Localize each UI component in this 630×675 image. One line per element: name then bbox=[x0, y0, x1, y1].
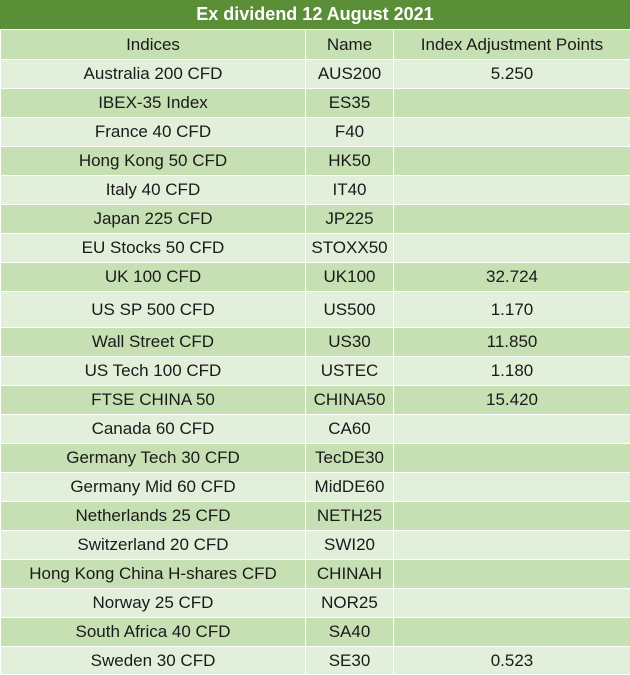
points-cell bbox=[394, 205, 630, 234]
table-row: South Africa 40 CFD SA40 bbox=[1, 618, 630, 647]
table-row: Netherlands 25 CFD NETH25 bbox=[1, 502, 630, 531]
symbol-cell: JP225 bbox=[306, 205, 394, 234]
table-row: UK 100 CFD UK100 32.724 bbox=[1, 263, 630, 292]
table-row: France 40 CFD F40 bbox=[1, 118, 630, 147]
symbol-cell: NETH25 bbox=[306, 502, 394, 531]
table-row: Italy 40 CFD IT40 bbox=[1, 176, 630, 205]
symbol-cell: US500 bbox=[306, 292, 394, 328]
points-cell: 1.170 bbox=[394, 292, 630, 328]
points-cell bbox=[394, 176, 630, 205]
index-cell: Sweden 30 CFD bbox=[1, 647, 306, 675]
points-cell: 0.523 bbox=[394, 647, 630, 675]
symbol-cell: SE30 bbox=[306, 647, 394, 675]
table-row: Switzerland 20 CFD SWI20 bbox=[1, 531, 630, 560]
index-cell: FTSE CHINA 50 bbox=[1, 386, 306, 415]
index-cell: Germany Mid 60 CFD bbox=[1, 473, 306, 502]
symbol-cell: US30 bbox=[306, 328, 394, 357]
index-cell: UK 100 CFD bbox=[1, 263, 306, 292]
table-row: IBEX-35 Index ES35 bbox=[1, 89, 630, 118]
index-cell: Japan 225 CFD bbox=[1, 205, 306, 234]
table-row: Germany Tech 30 CFD TecDE30 bbox=[1, 444, 630, 473]
index-cell: Wall Street CFD bbox=[1, 328, 306, 357]
symbol-cell: CHINAH bbox=[306, 560, 394, 589]
index-cell: Germany Tech 30 CFD bbox=[1, 444, 306, 473]
table-row: Japan 225 CFD JP225 bbox=[1, 205, 630, 234]
table-row: Sweden 30 CFD SE30 0.523 bbox=[1, 647, 630, 675]
index-cell: Norway 25 CFD bbox=[1, 589, 306, 618]
symbol-cell: HK50 bbox=[306, 147, 394, 176]
points-cell bbox=[394, 89, 630, 118]
symbol-cell: SA40 bbox=[306, 618, 394, 647]
column-header-adjustment-points: Index Adjustment Points bbox=[394, 30, 630, 60]
points-cell bbox=[394, 502, 630, 531]
points-cell bbox=[394, 473, 630, 502]
symbol-cell: SWI20 bbox=[306, 531, 394, 560]
points-cell bbox=[394, 589, 630, 618]
points-cell bbox=[394, 415, 630, 444]
points-cell bbox=[394, 147, 630, 176]
symbol-cell: STOXX50 bbox=[306, 234, 394, 263]
index-cell: Netherlands 25 CFD bbox=[1, 502, 306, 531]
index-cell: France 40 CFD bbox=[1, 118, 306, 147]
table-row: Norway 25 CFD NOR25 bbox=[1, 589, 630, 618]
table-title: Ex dividend 12 August 2021 bbox=[0, 0, 630, 29]
index-cell: US SP 500 CFD bbox=[1, 292, 306, 328]
table-row: Canada 60 CFD CA60 bbox=[1, 415, 630, 444]
points-cell bbox=[394, 560, 630, 589]
table-row: Australia 200 CFD AUS200 5.250 bbox=[1, 60, 630, 89]
symbol-cell: CHINA50 bbox=[306, 386, 394, 415]
symbol-cell: USTEC bbox=[306, 357, 394, 386]
table-row: Wall Street CFD US30 11.850 bbox=[1, 328, 630, 357]
symbol-cell: ES35 bbox=[306, 89, 394, 118]
index-cell: Italy 40 CFD bbox=[1, 176, 306, 205]
header-row: Indices Name Index Adjustment Points bbox=[1, 30, 630, 60]
symbol-cell: IT40 bbox=[306, 176, 394, 205]
points-cell bbox=[394, 118, 630, 147]
points-cell: 1.180 bbox=[394, 357, 630, 386]
table-row: EU Stocks 50 CFD STOXX50 bbox=[1, 234, 630, 263]
symbol-cell: NOR25 bbox=[306, 589, 394, 618]
points-cell: 32.724 bbox=[394, 263, 630, 292]
table-row: US SP 500 CFD US500 1.170 bbox=[1, 292, 630, 328]
points-cell bbox=[394, 234, 630, 263]
table-row: Germany Mid 60 CFD MidDE60 bbox=[1, 473, 630, 502]
table-row: FTSE CHINA 50 CHINA50 15.420 bbox=[1, 386, 630, 415]
points-cell: 11.850 bbox=[394, 328, 630, 357]
symbol-cell: CA60 bbox=[306, 415, 394, 444]
column-header-indices: Indices bbox=[1, 30, 306, 60]
points-cell bbox=[394, 531, 630, 560]
index-cell: EU Stocks 50 CFD bbox=[1, 234, 306, 263]
index-cell: IBEX-35 Index bbox=[1, 89, 306, 118]
index-cell: Switzerland 20 CFD bbox=[1, 531, 306, 560]
table-row: Hong Kong China H-shares CFD CHINAH bbox=[1, 560, 630, 589]
index-cell: Hong Kong 50 CFD bbox=[1, 147, 306, 176]
table-row: US Tech 100 CFD USTEC 1.180 bbox=[1, 357, 630, 386]
points-cell: 15.420 bbox=[394, 386, 630, 415]
points-cell bbox=[394, 618, 630, 647]
column-header-name: Name bbox=[306, 30, 394, 60]
index-cell: Canada 60 CFD bbox=[1, 415, 306, 444]
index-cell: Hong Kong China H-shares CFD bbox=[1, 560, 306, 589]
index-cell: South Africa 40 CFD bbox=[1, 618, 306, 647]
dividend-table: Indices Name Index Adjustment Points Aus… bbox=[0, 29, 630, 675]
symbol-cell: MidDE60 bbox=[306, 473, 394, 502]
symbol-cell: UK100 bbox=[306, 263, 394, 292]
table-row: Hong Kong 50 CFD HK50 bbox=[1, 147, 630, 176]
points-cell bbox=[394, 444, 630, 473]
index-cell: Australia 200 CFD bbox=[1, 60, 306, 89]
symbol-cell: F40 bbox=[306, 118, 394, 147]
symbol-cell: AUS200 bbox=[306, 60, 394, 89]
points-cell: 5.250 bbox=[394, 60, 630, 89]
index-cell: US Tech 100 CFD bbox=[1, 357, 306, 386]
symbol-cell: TecDE30 bbox=[306, 444, 394, 473]
